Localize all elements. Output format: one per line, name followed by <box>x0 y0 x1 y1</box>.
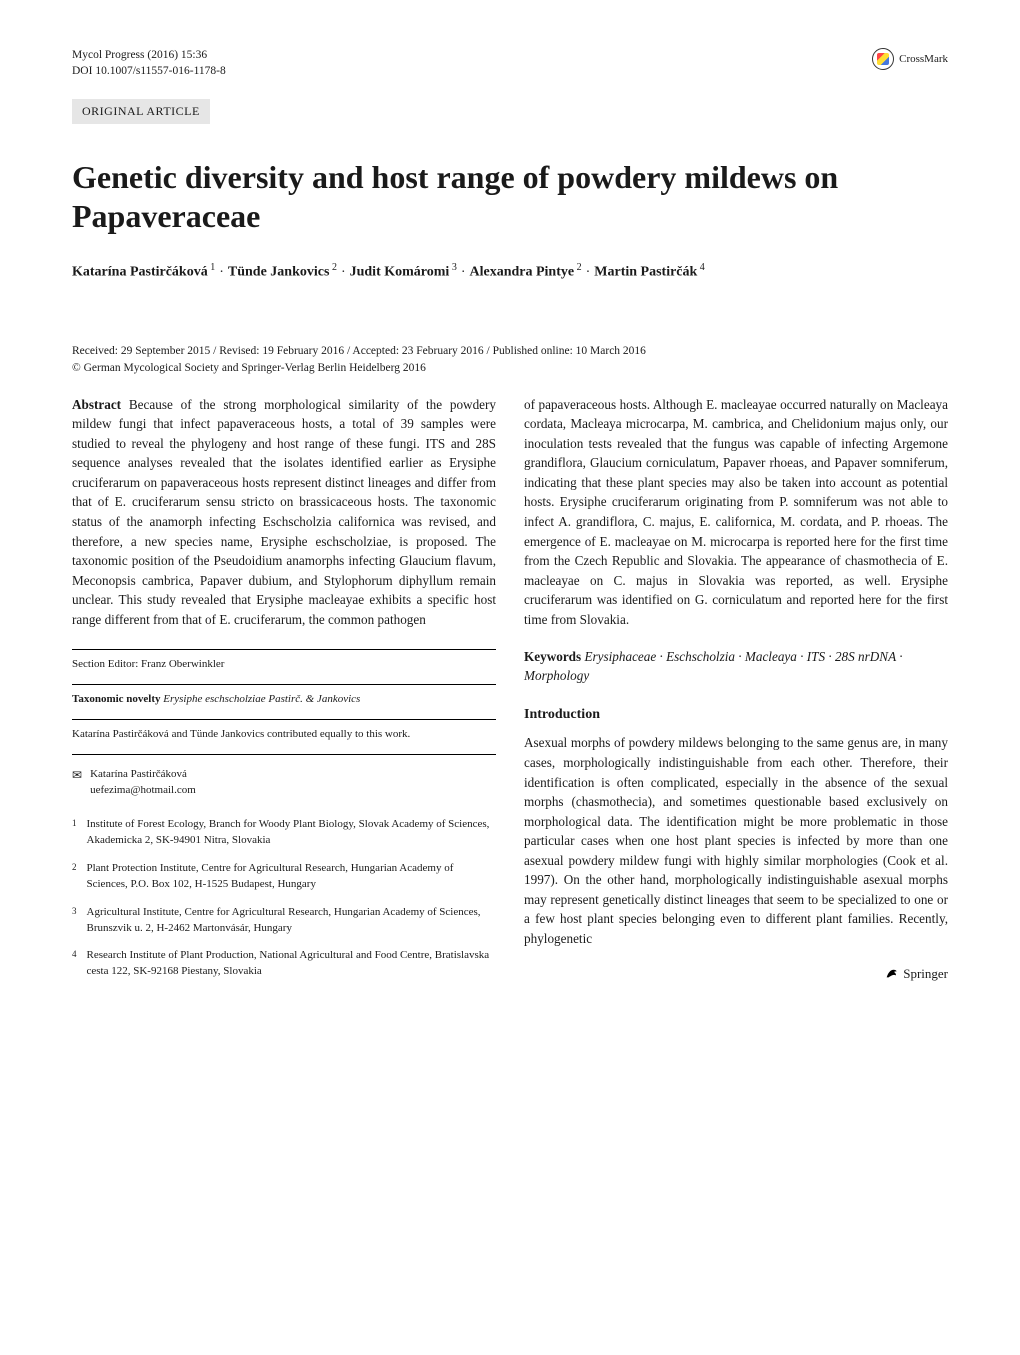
author-name: Judit Komáromi <box>350 265 450 280</box>
abstract-text-left: Because of the strong morphological simi… <box>72 397 496 627</box>
section-editor-name: Franz Oberwinkler <box>141 658 224 670</box>
author-name: Tünde Jankovics <box>228 265 330 280</box>
envelope-icon: ✉ <box>72 767 82 799</box>
springer-horse-icon <box>884 964 900 980</box>
corresp-details: Katarína Pastirčáková uefezima@hotmail.c… <box>90 767 196 799</box>
affiliation-text: Institute of Forest Ecology, Branch for … <box>87 817 497 849</box>
tax-novelty-label: Taxonomic novelty <box>72 693 161 705</box>
keywords-label: Keywords <box>524 649 581 664</box>
keywords-value: Erysiphaceae · Eschscholzia · Macleaya ·… <box>524 649 903 683</box>
affiliation: 4 Research Institute of Plant Production,… <box>72 948 496 980</box>
two-column-body: Abstract Because of the strong morpholog… <box>72 395 948 993</box>
rule <box>72 754 496 755</box>
taxonomic-novelty: Taxonomic novelty Erysiphe eschscholziae… <box>72 689 496 711</box>
author-affil-num: 2 <box>574 262 582 273</box>
author-separator: · <box>582 265 595 280</box>
tax-novelty-text: Erysiphe eschscholziae Pastirč. & Jankov… <box>163 693 360 705</box>
journal-info: Mycol Progress (2016) 15:36 DOI 10.1007/… <box>72 48 226 79</box>
affiliation: 2 Plant Protection Institute, Centre for … <box>72 861 496 893</box>
rule <box>72 719 496 720</box>
publisher-name: Springer <box>903 966 948 981</box>
corresp-name: Katarína Pastirčáková <box>90 767 196 783</box>
corresponding-author: ✉ Katarína Pastirčáková uefezima@hotmail… <box>72 767 496 799</box>
affiliation-num: 2 <box>72 861 77 893</box>
rule <box>72 649 496 650</box>
affiliation-text: Research Institute of Plant Production, … <box>87 948 497 980</box>
affiliation-num: 3 <box>72 905 77 937</box>
author-name: Alexandra Pintye <box>469 265 574 280</box>
keywords: Keywords Erysiphaceae · Eschscholzia · M… <box>524 647 948 685</box>
crossmark-badge[interactable]: CrossMark <box>872 48 948 70</box>
affiliations: 1 Institute of Forest Ecology, Branch for… <box>72 817 496 981</box>
intro-heading: Introduction <box>524 707 948 723</box>
abstract-right: of papaveraceous hosts. Although E. macl… <box>524 395 948 629</box>
affiliation-text: Plant Protection Institute, Centre for A… <box>87 861 497 893</box>
copyright-line: © German Mycological Society and Springe… <box>72 360 948 377</box>
author-name: Katarína Pastirčáková <box>72 265 208 280</box>
article-dates: Received: 29 September 2015 / Revised: 1… <box>72 343 948 376</box>
affiliation-num: 1 <box>72 817 77 849</box>
abstract-label: Abstract <box>72 397 121 412</box>
author-affil-num: 2 <box>329 262 337 273</box>
publisher-logo: Springer <box>524 964 948 982</box>
section-editor: Section Editor: Franz Oberwinkler <box>72 654 496 676</box>
intro-paragraph: Asexual morphs of powdery mildews belong… <box>524 733 948 948</box>
rule <box>72 684 496 685</box>
crossmark-label: CrossMark <box>899 53 948 65</box>
author-separator: · <box>215 265 228 280</box>
affiliation-num: 4 <box>72 948 77 980</box>
contribution-note: Katarína Pastirčáková and Tünde Jankovic… <box>72 724 496 746</box>
left-column: Abstract Because of the strong morpholog… <box>72 395 496 993</box>
author-name: Martin Pastirčák <box>594 265 697 280</box>
corresp-email: uefezima@hotmail.com <box>90 783 196 799</box>
journal-line1: Mycol Progress (2016) 15:36 <box>72 48 226 64</box>
dates-line: Received: 29 September 2015 / Revised: 1… <box>72 343 948 360</box>
affiliation-text: Agricultural Institute, Centre for Agric… <box>87 905 497 937</box>
author-list: Katarína Pastirčáková 1·Tünde Jankovics … <box>72 260 948 283</box>
running-head: Mycol Progress (2016) 15:36 DOI 10.1007/… <box>72 48 948 79</box>
journal-doi: DOI 10.1007/s11557-016-1178-8 <box>72 64 226 80</box>
section-editor-label: Section Editor: <box>72 658 138 670</box>
author-separator: · <box>457 265 470 280</box>
author-separator: · <box>337 265 350 280</box>
article-title: Genetic diversity and host range of powd… <box>72 158 948 236</box>
article-type: ORIGINAL ARTICLE <box>72 99 210 124</box>
affiliation: 3 Agricultural Institute, Centre for Agri… <box>72 905 496 937</box>
keywords-text: Erysiphaceae · Eschscholzia · Macleaya ·… <box>524 649 903 683</box>
crossmark-icon <box>872 48 894 70</box>
footnote-block: Section Editor: Franz Oberwinkler Taxono… <box>72 649 496 980</box>
right-column: of papaveraceous hosts. Although E. macl… <box>524 395 948 993</box>
author-affil-num: 4 <box>697 262 705 273</box>
author-affil-num: 3 <box>449 262 457 273</box>
abstract-left: Abstract Because of the strong morpholog… <box>72 395 496 629</box>
affiliation: 1 Institute of Forest Ecology, Branch for… <box>72 817 496 849</box>
